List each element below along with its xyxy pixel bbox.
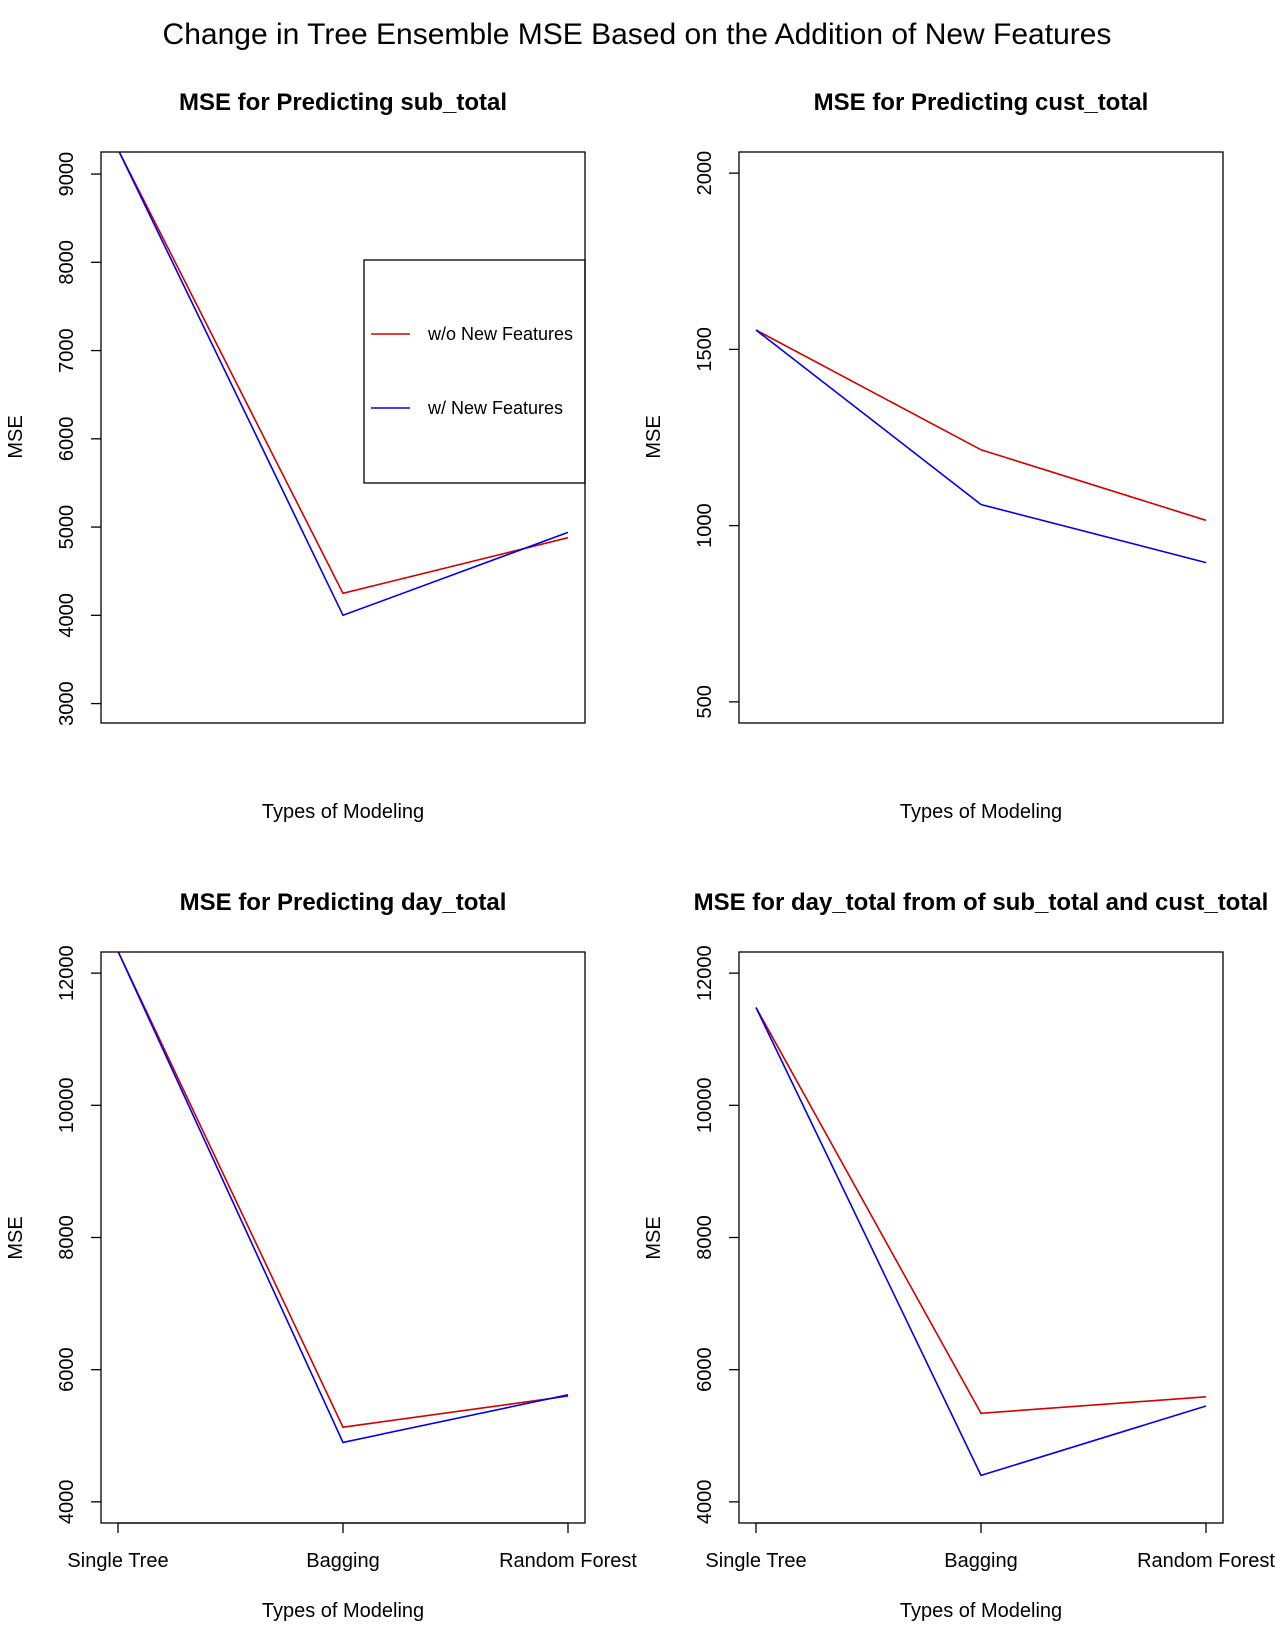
series-line-with-new-features — [755, 1007, 1207, 1477]
x-tick-label: Single Tree — [705, 1550, 806, 1572]
plot-box — [738, 951, 1224, 1524]
x-axis-label: Types of Modeling — [262, 1600, 424, 1622]
y-tick-label: 4000 — [694, 1480, 716, 1525]
panel-day-total: MSE for Predicting day_total 4000 6000 8000… — [5, 889, 637, 1622]
figure-title: Change in Tree Ensemble MSE Based on the… — [163, 18, 1112, 51]
y-tick-label: 1500 — [694, 327, 716, 372]
y-axis-label: MSE — [643, 415, 665, 458]
y-tick-label: 5000 — [56, 505, 78, 550]
series-line-with-new-features — [755, 329, 1207, 564]
y-tick-label: 4000 — [56, 1480, 78, 1525]
y-tick-label: 3000 — [56, 681, 78, 726]
series-line-without-new-features — [118, 152, 569, 595]
legend: w/o New Features w/ New Features — [363, 259, 586, 484]
y-tick-label: 4000 — [56, 593, 78, 638]
panel-cust-total: MSE for Predicting cust_total 500 1000 1500… — [643, 89, 1224, 823]
y-tick-label: 10000 — [694, 1078, 716, 1134]
series-line-with-new-features — [118, 152, 569, 617]
y-axis-label: MSE — [5, 415, 27, 458]
plot-box — [100, 151, 586, 724]
x-tick-label: Random Forest — [499, 1550, 637, 1572]
series-line-with-new-features — [117, 952, 569, 1444]
y-tick-label: 1000 — [694, 503, 716, 548]
y-tick-label: 500 — [694, 685, 716, 718]
y-tick-label: 8000 — [56, 1215, 78, 1260]
y-tick-label: 8000 — [56, 240, 78, 285]
series-line-without-new-features — [117, 952, 569, 1429]
y-axis-label: MSE — [643, 1216, 665, 1259]
y-tick-label: 6000 — [694, 1347, 716, 1392]
y-tick-label: 10000 — [56, 1078, 78, 1134]
x-tick-label: Bagging — [944, 1550, 1017, 1572]
x-tick-label: Bagging — [306, 1550, 379, 1572]
panel-title: MSE for Predicting day_total — [180, 889, 507, 916]
y-tick-label: 8000 — [694, 1215, 716, 1260]
y-tick-label: 12000 — [56, 945, 78, 1001]
panel-title: MSE for Predicting sub_total — [179, 89, 507, 116]
y-tick-label: 6000 — [56, 1347, 78, 1392]
series-line-without-new-features — [755, 329, 1207, 522]
legend-label: w/ New Features — [427, 398, 563, 418]
x-axis-label: Types of Modeling — [262, 801, 424, 823]
x-tick-label: Single Tree — [67, 1550, 168, 1572]
plot-box — [738, 151, 1224, 724]
panel-day-total-from-sub-and-cust: MSE for day_total from of sub_total and … — [643, 889, 1275, 1622]
y-tick-label: 2000 — [694, 151, 716, 196]
legend-label: w/o New Features — [427, 324, 573, 344]
panel-title: MSE for Predicting cust_total — [814, 89, 1149, 116]
y-tick-label: 12000 — [694, 945, 716, 1001]
x-tick-label: Random Forest — [1137, 1550, 1275, 1572]
x-axis-label: Types of Modeling — [900, 1600, 1062, 1622]
y-tick-label: 9000 — [56, 152, 78, 197]
y-axis-label: MSE — [5, 1216, 27, 1259]
plot-box — [100, 951, 586, 1524]
series-line-without-new-features — [755, 1007, 1207, 1415]
legend-box — [363, 259, 586, 484]
x-axis-label: Types of Modeling — [900, 801, 1062, 823]
y-tick-label: 6000 — [56, 417, 78, 462]
y-tick-label: 7000 — [56, 328, 78, 373]
panel-sub-total: MSE for Predicting sub_total 3000 4000 5000… — [5, 89, 586, 823]
panel-title: MSE for day_total from of sub_total and … — [694, 889, 1269, 916]
